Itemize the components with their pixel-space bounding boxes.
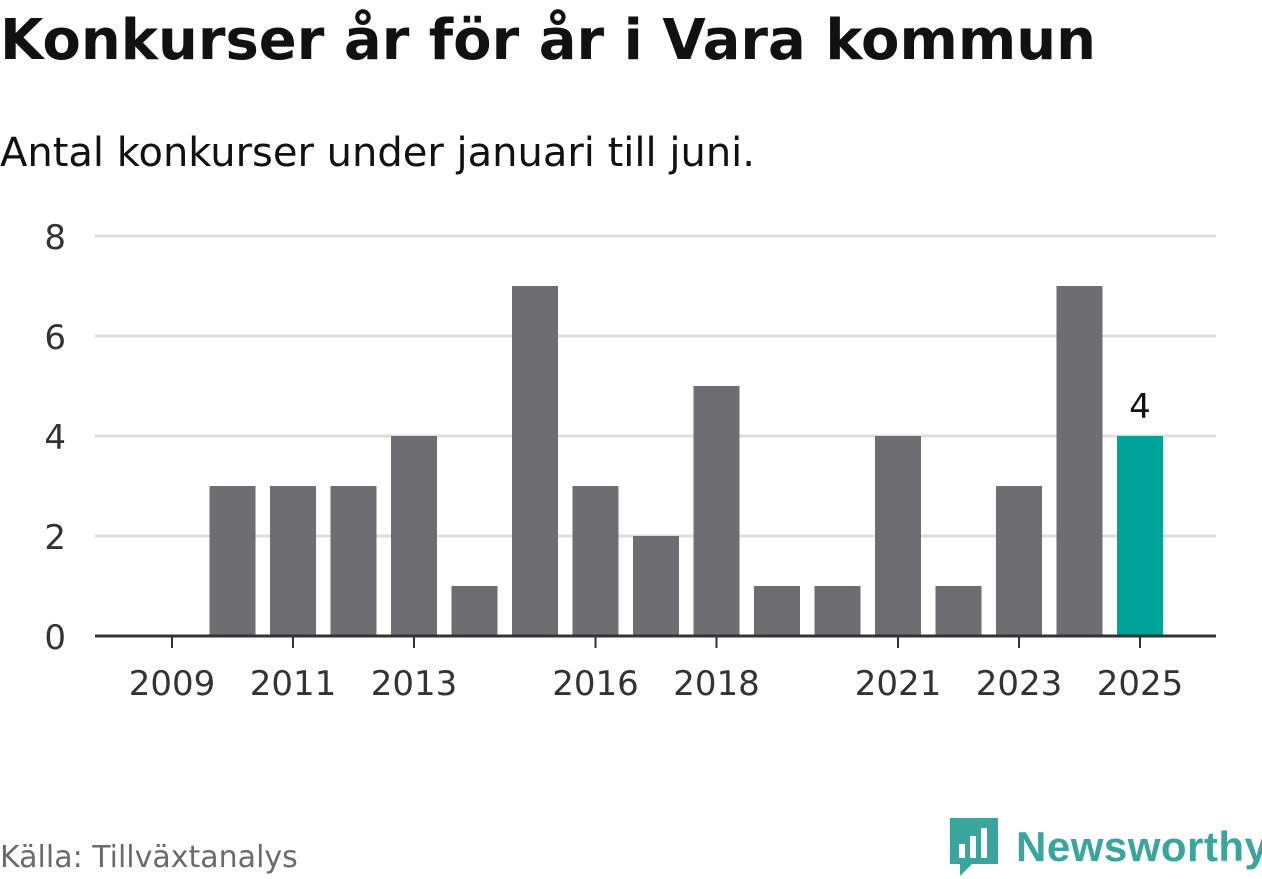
- y-tick-label: 6: [44, 318, 66, 358]
- grid-lines: [95, 234, 1216, 538]
- x-tick-label: 2016: [552, 664, 639, 704]
- bar-2021: [875, 436, 921, 636]
- y-tick-label: 8: [44, 218, 66, 258]
- newsworthy-logo-icon: [950, 818, 998, 876]
- bar-2014: [451, 586, 498, 636]
- bar-2023: [996, 486, 1042, 636]
- x-tick-label: 2013: [371, 664, 458, 704]
- bar-2025: [1117, 436, 1163, 636]
- brand-name: Newsworthy: [1016, 823, 1262, 870]
- bar-2016: [572, 486, 619, 636]
- y-tick-label: 4: [44, 418, 66, 458]
- y-axis-ticks: 0 2 4 6 8: [44, 218, 66, 658]
- source-note: Källa: Tillväxtanalys: [0, 840, 298, 875]
- bar-2015: [512, 286, 558, 636]
- y-tick-label: 0: [44, 618, 66, 658]
- bar-2024: [1056, 286, 1103, 636]
- bar-2019: [754, 586, 800, 636]
- bar-2011: [270, 486, 316, 636]
- bar-2013: [391, 436, 437, 636]
- x-axis-ticks: 2009 2011 2013 2016 2018 2021 2023 2025: [129, 636, 1184, 704]
- bar-2017: [633, 536, 679, 636]
- x-tick-label: 2011: [250, 664, 337, 704]
- x-tick-label: 2018: [673, 664, 760, 704]
- bar-2018: [693, 386, 740, 636]
- data-labels: 4: [1129, 387, 1151, 427]
- x-tick-label: 2025: [1097, 664, 1184, 704]
- bar-2020: [814, 586, 861, 636]
- y-tick-label: 2: [44, 518, 66, 558]
- x-tick-label: 2023: [976, 664, 1063, 704]
- data-label-2025: 4: [1129, 387, 1151, 427]
- brand: Newsworthy: [950, 818, 1262, 876]
- bar-2012: [330, 486, 377, 636]
- bars: [209, 286, 1163, 636]
- bar-2010: [209, 486, 256, 636]
- x-tick-label: 2021: [855, 664, 942, 704]
- bar-2022: [935, 586, 982, 636]
- x-tick-label: 2009: [129, 664, 216, 704]
- chart-subtitle: Antal konkurser under januari till juni.: [0, 130, 755, 176]
- chart-title: Konkurser år för år i Vara kommun: [0, 8, 1096, 73]
